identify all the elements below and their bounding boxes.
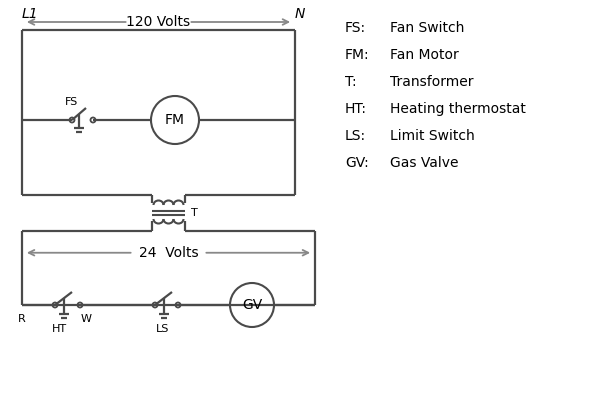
Text: N: N: [295, 7, 306, 21]
Text: GV:: GV:: [345, 156, 369, 170]
Text: HT:: HT:: [345, 102, 367, 116]
Text: Heating thermostat: Heating thermostat: [390, 102, 526, 116]
Text: Transformer: Transformer: [390, 75, 474, 89]
Text: T: T: [191, 208, 198, 218]
Text: 24  Volts: 24 Volts: [139, 246, 198, 260]
Text: W: W: [80, 314, 91, 324]
Text: FM: FM: [165, 113, 185, 127]
Text: GV: GV: [242, 298, 262, 312]
Text: Fan Switch: Fan Switch: [390, 21, 464, 35]
Text: T:: T:: [345, 75, 356, 89]
Text: R: R: [18, 314, 26, 324]
Text: FM:: FM:: [345, 48, 369, 62]
Text: 120 Volts: 120 Volts: [126, 15, 191, 29]
Text: Gas Valve: Gas Valve: [390, 156, 458, 170]
Text: LS:: LS:: [345, 129, 366, 143]
Text: FS:: FS:: [345, 21, 366, 35]
Text: Fan Motor: Fan Motor: [390, 48, 459, 62]
Text: FS: FS: [65, 97, 78, 107]
Text: HT: HT: [51, 324, 67, 334]
Text: Limit Switch: Limit Switch: [390, 129, 475, 143]
Text: LS: LS: [156, 324, 170, 334]
Text: L1: L1: [22, 7, 38, 21]
